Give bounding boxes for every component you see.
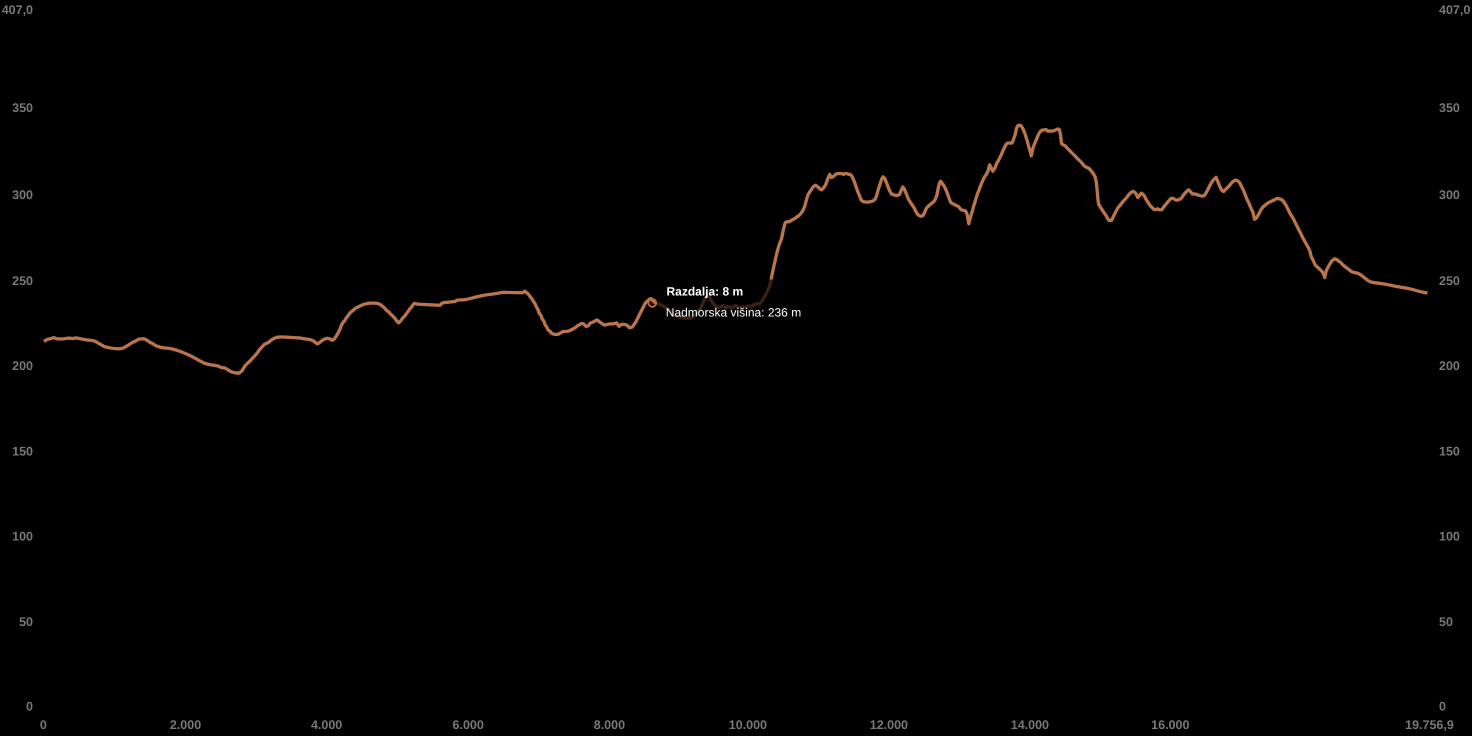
svg-text:6.000: 6.000 xyxy=(453,718,484,732)
svg-text:407,0: 407,0 xyxy=(2,3,33,17)
svg-text:8.000: 8.000 xyxy=(594,718,625,732)
svg-text:0: 0 xyxy=(40,718,47,732)
svg-text:0: 0 xyxy=(26,699,33,713)
svg-text:250: 250 xyxy=(12,274,33,288)
svg-text:200: 200 xyxy=(12,359,33,373)
svg-text:Razdalja: 8 m: Razdalja: 8 m xyxy=(667,285,744,299)
svg-text:407,0: 407,0 xyxy=(1439,3,1470,17)
svg-text:200: 200 xyxy=(1439,359,1460,373)
svg-text:16.000: 16.000 xyxy=(1151,718,1189,732)
svg-text:0: 0 xyxy=(1439,699,1446,713)
svg-text:50: 50 xyxy=(19,615,33,629)
svg-text:Nadmorska višina: 236 m: Nadmorska višina: 236 m xyxy=(666,306,801,320)
svg-text:150: 150 xyxy=(1439,444,1460,458)
svg-text:2.000: 2.000 xyxy=(170,718,201,732)
svg-text:350: 350 xyxy=(12,101,33,115)
svg-text:10.000: 10.000 xyxy=(729,718,767,732)
svg-text:12.000: 12.000 xyxy=(870,718,908,732)
svg-text:150: 150 xyxy=(12,444,33,458)
svg-text:100: 100 xyxy=(1439,529,1460,543)
svg-text:350: 350 xyxy=(1439,101,1460,115)
svg-text:300: 300 xyxy=(1439,188,1460,202)
svg-text:4.000: 4.000 xyxy=(311,718,342,732)
svg-text:19.756,9: 19.756,9 xyxy=(1405,718,1454,732)
svg-text:250: 250 xyxy=(1439,274,1460,288)
svg-text:100: 100 xyxy=(12,529,33,543)
svg-text:50: 50 xyxy=(1439,615,1453,629)
svg-text:300: 300 xyxy=(12,188,33,202)
svg-text:14.000: 14.000 xyxy=(1011,718,1049,732)
